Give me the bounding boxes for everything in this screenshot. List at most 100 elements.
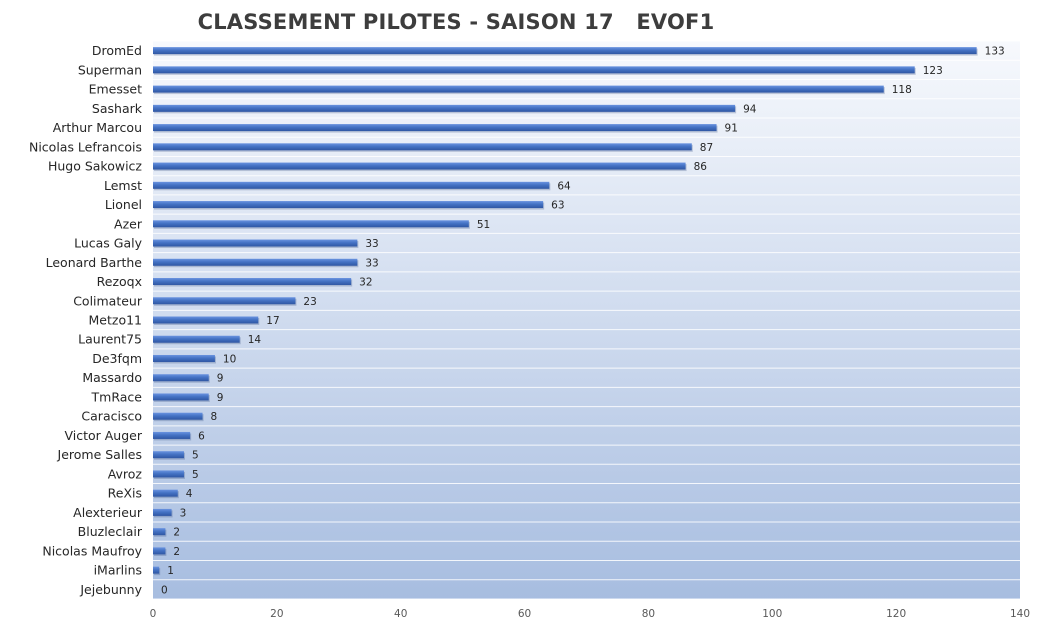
- category-label: Jerome Salles: [57, 447, 142, 462]
- x-tick-label: 60: [518, 608, 531, 620]
- bar: [153, 297, 296, 305]
- category-label: Alexterieur: [73, 505, 143, 520]
- data-label: 1: [167, 565, 174, 577]
- category-label: Hugo Sakowicz: [48, 159, 142, 174]
- data-label: 9: [217, 373, 224, 385]
- bar: [153, 143, 692, 151]
- data-label: 2: [173, 527, 180, 539]
- category-label: Azer: [114, 216, 143, 231]
- bar: [153, 201, 544, 209]
- category-label: Metzo11: [89, 313, 143, 328]
- category-label: DromEd: [92, 43, 142, 58]
- data-label: 86: [694, 161, 708, 173]
- data-label: 14: [248, 334, 262, 346]
- category-label: Avroz: [108, 466, 143, 481]
- category-label: Laurent75: [78, 332, 142, 347]
- bar: [153, 47, 977, 55]
- category-label: Lemst: [104, 178, 142, 193]
- bar: [153, 393, 209, 401]
- data-label: 64: [557, 180, 571, 192]
- category-label: Colimateur: [73, 293, 143, 308]
- bar: [153, 181, 550, 189]
- data-label: 10: [223, 353, 236, 365]
- bar: [153, 335, 240, 343]
- value-labels: 1331231189491878664635133333223171410998…: [161, 46, 1005, 597]
- bar: [153, 566, 160, 574]
- chart-title: CLASSEMENT PILOTES - SAISON 17 EVOF1: [197, 10, 715, 34]
- data-label: 87: [700, 142, 713, 154]
- data-label: 33: [365, 257, 378, 269]
- category-labels: DromEd Superman Emesset Sashark Arthur Marco…: [29, 43, 143, 597]
- data-label: 123: [923, 65, 943, 77]
- x-tick-label: 40: [394, 608, 407, 620]
- data-label: 5: [192, 450, 199, 462]
- data-label: 9: [217, 392, 224, 404]
- category-label: iMarlins: [94, 563, 142, 578]
- category-label: Caracisco: [81, 409, 142, 424]
- data-label: 3: [180, 507, 187, 519]
- bar: [153, 489, 178, 497]
- category-label: Jejebunny: [79, 582, 142, 597]
- x-tick-label: 80: [642, 608, 655, 620]
- category-label: Leonard Barthe: [46, 255, 143, 270]
- data-label: 6: [198, 430, 205, 442]
- data-label: 63: [551, 200, 564, 212]
- data-label: 133: [985, 46, 1005, 58]
- category-label: Arthur Marcou: [53, 120, 142, 135]
- bar: [153, 316, 259, 324]
- bar: [153, 470, 184, 478]
- bar: [153, 431, 191, 439]
- bar: [153, 412, 203, 420]
- bar: [153, 547, 166, 555]
- category-label: Lucas Galy: [74, 236, 143, 251]
- bar: [153, 85, 884, 93]
- x-tick-label: 140: [1010, 608, 1030, 620]
- category-label: Nicolas Lefrancois: [29, 139, 142, 154]
- row-gridlines: [153, 40, 1020, 600]
- plot-area: [153, 41, 1020, 599]
- category-label: Victor Auger: [64, 428, 142, 443]
- bar: [153, 258, 358, 266]
- bar: [153, 162, 686, 170]
- data-label: 94: [743, 103, 757, 115]
- x-tick-label: 120: [886, 608, 906, 620]
- category-label: Bluzleclair: [78, 524, 143, 539]
- bar: [153, 354, 215, 362]
- category-label: Rezoqx: [97, 274, 142, 289]
- category-label: Nicolas Maufroy: [42, 543, 142, 558]
- bar: [153, 124, 717, 132]
- data-label: 51: [477, 219, 490, 231]
- data-label: 4: [186, 488, 193, 500]
- bar: [153, 220, 469, 228]
- bar: [153, 104, 736, 112]
- category-label: Lionel: [105, 197, 142, 212]
- category-label: De3fqm: [92, 351, 142, 366]
- data-label: 32: [359, 277, 372, 289]
- x-tick-label: 100: [762, 608, 782, 620]
- category-label: Emesset: [89, 82, 142, 97]
- data-label: 0: [161, 584, 168, 596]
- category-label: ReXis: [108, 486, 142, 501]
- bar: [153, 66, 915, 74]
- data-label: 23: [303, 296, 316, 308]
- data-label: 33: [365, 238, 378, 250]
- bar: [153, 239, 358, 247]
- data-label: 17: [266, 315, 279, 327]
- bar: [153, 374, 209, 382]
- bar: [153, 528, 166, 536]
- bar-series: [153, 47, 978, 576]
- data-label: 118: [892, 84, 912, 96]
- bar: [153, 508, 172, 516]
- data-label: 2: [173, 546, 180, 558]
- category-label: Sashark: [92, 101, 143, 116]
- bar: [153, 451, 184, 459]
- data-label: 91: [725, 123, 738, 135]
- x-axis-ticks: 0 20 40 60 80 100 120 140: [150, 608, 1030, 620]
- data-label: 8: [211, 411, 218, 423]
- bar: [153, 278, 352, 286]
- x-tick-label: 0: [150, 608, 157, 620]
- category-label: Massardo: [82, 370, 142, 385]
- x-tick-label: 20: [270, 608, 283, 620]
